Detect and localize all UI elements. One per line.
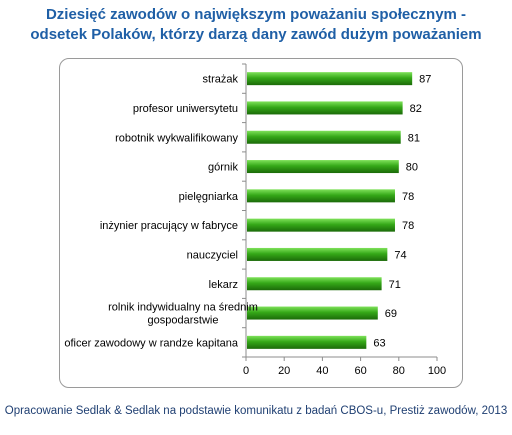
bar-value-label: 69: [385, 308, 397, 320]
bar-value-label: 82: [410, 103, 422, 115]
bar-value-label: 63: [373, 337, 385, 349]
bar: [247, 335, 367, 349]
chart-labels: 0 20 40 60 80 100 87 strażak 82 profesor uniwersy…: [64, 74, 446, 377]
x-tick-label: 80: [393, 365, 405, 377]
category-label: profesor uniwersytetu: [133, 103, 238, 115]
category-label: oficer zawodowy w randze kapitana: [64, 337, 239, 349]
chart-title: Dziesięć zawodów o największym poważaniu…: [0, 5, 512, 45]
bar: [247, 277, 382, 291]
category-label: inżynier pracujący w fabryce: [100, 220, 238, 232]
bar: [247, 72, 413, 86]
bar: [247, 218, 395, 232]
x-tick-label: 60: [354, 365, 366, 377]
category-label: nauczyciel: [187, 249, 238, 261]
x-tick-label: 20: [278, 365, 290, 377]
bar: [247, 101, 403, 115]
x-tick-label: 0: [243, 365, 249, 377]
chart-bars: [247, 72, 413, 349]
bar: [247, 306, 378, 320]
bar-value-label: 80: [406, 162, 418, 174]
bar: [247, 160, 399, 174]
bar-value-label: 78: [402, 191, 414, 203]
chart-title-line-2: odsetek Polaków, którzy darzą dany zawód…: [30, 26, 482, 43]
bar-value-label: 74: [394, 249, 406, 261]
chart-title-line-1: Dziesięć zawodów o największym poważaniu…: [45, 6, 467, 23]
bar: [247, 247, 388, 261]
bar-value-label: 87: [419, 74, 431, 86]
bar-value-label: 78: [402, 220, 414, 232]
category-label: pielęgniarka: [179, 191, 239, 203]
source-note: Opracowanie Sedlak & Sedlak na podstawie…: [4, 405, 508, 417]
category-label: robotnik wykwalifikowany: [115, 132, 238, 144]
bar-value-label: 81: [408, 132, 420, 144]
x-tick-label: 40: [316, 365, 328, 377]
category-label: górnik: [208, 162, 238, 174]
category-label: rolnik indywidualny na średnim gospodarst…: [108, 302, 258, 327]
x-tick-label: 100: [428, 365, 446, 377]
bar: [247, 189, 395, 203]
bar: [247, 130, 401, 144]
category-label: lekarz: [209, 279, 238, 291]
chart-axes: [242, 63, 438, 361]
category-label: strażak: [203, 74, 239, 86]
bar-value-label: 71: [389, 279, 401, 291]
